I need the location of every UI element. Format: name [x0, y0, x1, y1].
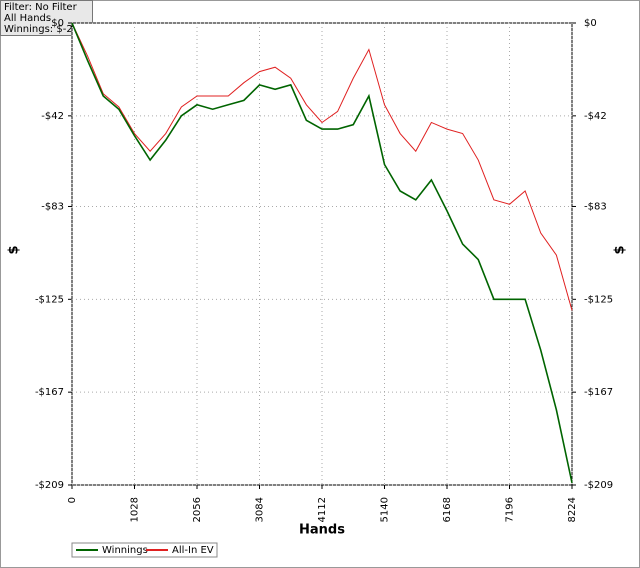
legend — [71, 542, 218, 558]
y-tick-label: $0 — [51, 18, 64, 29]
y-tick-label: -$125 — [35, 294, 64, 305]
x-tick-label: 4112 — [317, 497, 328, 522]
x-tick-label: 1028 — [130, 497, 141, 522]
y-tick-label: -$42 — [41, 111, 64, 122]
y2-tick-label: -$83 — [584, 201, 607, 212]
y-axis-label: $ — [7, 245, 22, 254]
y2-tick-label: -$125 — [584, 294, 613, 305]
y2-tick-label: -$42 — [584, 111, 607, 122]
x-tick-label: 5140 — [380, 497, 391, 522]
legend-label: All-In EV — [172, 545, 214, 556]
x-tick-label: 8224 — [567, 497, 578, 522]
y2-axis-label: $ — [613, 245, 628, 254]
y2-tick-label: -$209 — [584, 480, 613, 491]
info-line: Filter: No Filter — [4, 2, 78, 13]
x-tick-label: 0 — [67, 497, 78, 503]
y-tick-label: -$83 — [41, 201, 64, 212]
series-line — [71, 22, 573, 311]
info-line: All Hands — [4, 13, 51, 24]
info-line: Winnings: $-208.04 — [4, 24, 101, 35]
legend-label: Winnings — [102, 545, 148, 556]
y2-tick-label: $0 — [584, 18, 597, 29]
x-tick-label: 6168 — [442, 497, 453, 522]
y-tick-label: -$209 — [35, 480, 64, 491]
y-tick-label: -$167 — [35, 387, 64, 398]
x-axis-label: Hands — [299, 523, 345, 538]
x-tick-label: 2056 — [192, 497, 203, 522]
x-tick-label: 7196 — [505, 497, 516, 522]
series-line — [71, 22, 573, 484]
y2-tick-label: -$167 — [584, 387, 613, 398]
x-tick-label: 3084 — [255, 497, 266, 522]
